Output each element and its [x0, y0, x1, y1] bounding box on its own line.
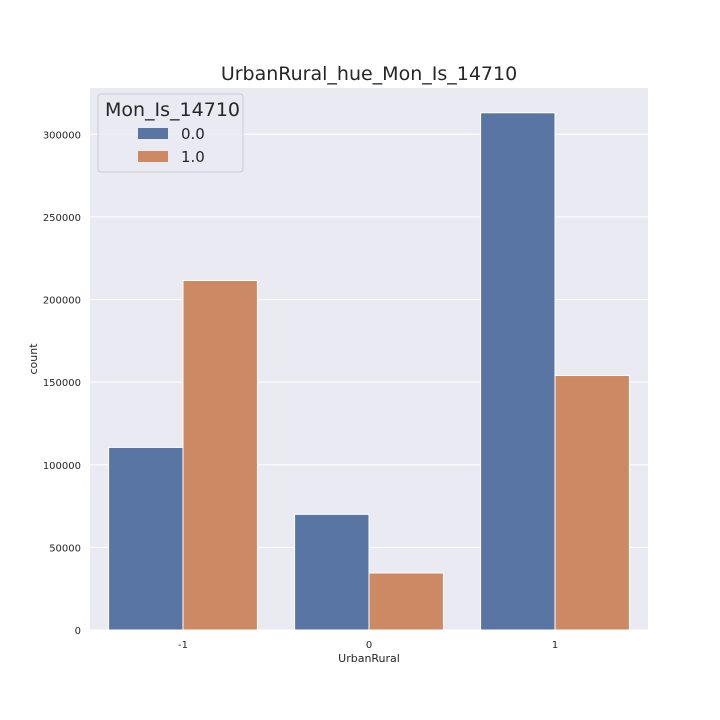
bar--1-0.0	[108, 446, 184, 631]
legend-box	[97, 93, 244, 173]
y-tick-label: 250000	[43, 213, 81, 224]
x-tick-label: -1	[178, 640, 188, 651]
y-tick-label: 150000	[43, 378, 81, 389]
legend: Mon_Is_14710 0.0 1.0	[97, 93, 244, 173]
legend-entry: 0.0	[181, 125, 205, 143]
bar-1-1.0	[554, 375, 630, 631]
legend-entry: 1.0	[181, 148, 205, 166]
legend-swatch	[138, 128, 168, 139]
y-tick-label: 300000	[43, 130, 81, 141]
legend-title: Mon_Is_14710	[105, 99, 240, 121]
y-tick-label: 50000	[49, 543, 81, 554]
y-tick-label: 0	[75, 626, 81, 637]
chart-title: UrbanRural_hue_Mon_Is_14710	[221, 63, 517, 85]
bar-0-1.0	[368, 572, 444, 631]
x-tick-label: 1	[552, 640, 558, 651]
bar-1-0.0	[480, 112, 556, 631]
x-axis-ticks: -1 0 1	[178, 640, 558, 651]
x-axis-label: UrbanRural	[338, 652, 400, 665]
y-axis-ticks: 0 50000 100000 150000 200000 250000 300000	[43, 130, 81, 637]
bars	[108, 112, 630, 631]
x-tick-label: 0	[366, 640, 372, 651]
y-axis-label: count	[27, 343, 40, 375]
y-tick-label: 200000	[43, 296, 81, 307]
bar-0-0.0	[294, 513, 370, 631]
bar--1-1.0	[182, 280, 258, 631]
y-tick-label: 100000	[43, 461, 81, 472]
legend-swatch	[138, 151, 168, 162]
